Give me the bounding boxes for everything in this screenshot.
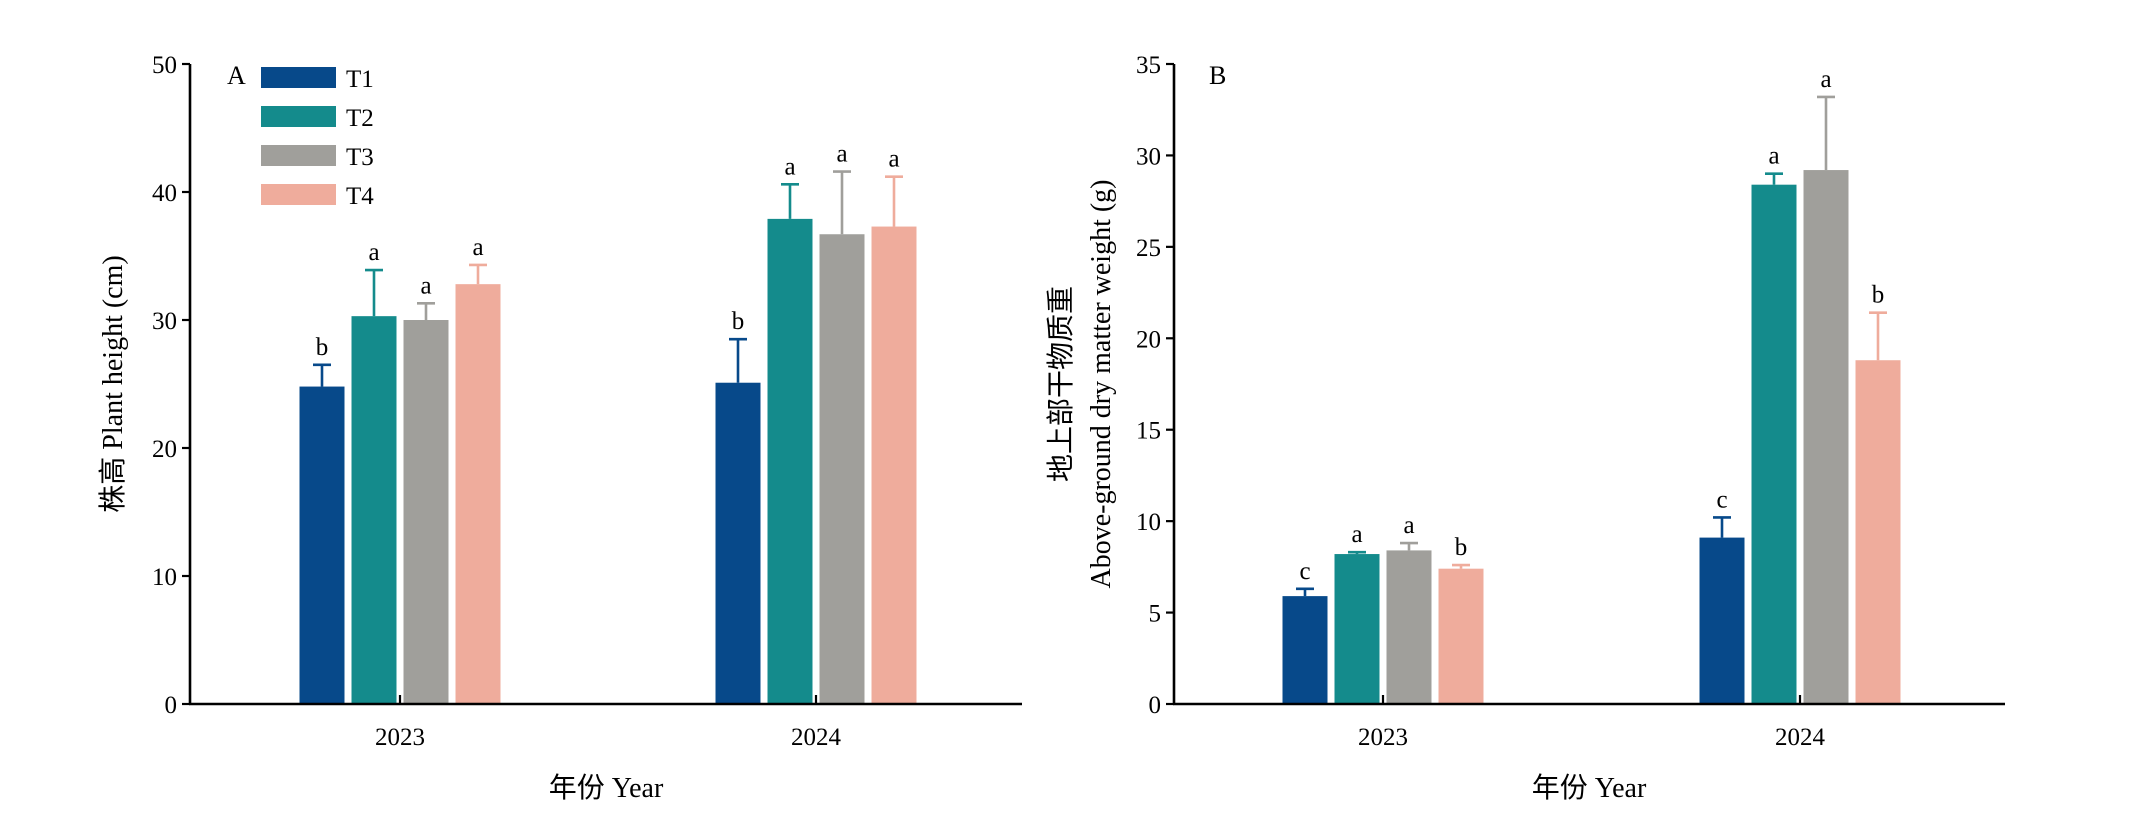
panel-b-y-tick-label: 20 [1136, 326, 1161, 353]
panel-b-significance-letters: c c a a a a b b [1299, 66, 1884, 585]
panel-a-y-axis-title: 株高 Plant height (cm) [97, 255, 129, 512]
panel-a-bar-t1-2024 [715, 382, 761, 704]
legend-label-t4: T4 [346, 183, 374, 210]
panel-b-significance-letter-t2-2024: a [1768, 143, 1779, 170]
panel-a-significance-letter-t1-2024: b [732, 308, 745, 335]
panel-a-bar-t3-2024 [819, 234, 865, 705]
panel-a-bar-t2-2023 [351, 316, 397, 704]
panel-a-significance-letter-t3-2023: a [420, 272, 431, 299]
legend-swatch-t3 [261, 145, 336, 166]
panel-a-bar-t3-2023 [403, 320, 449, 704]
panel-a-significance-letter-t2-2023: a [368, 239, 379, 266]
panel-a-bar-t4-2023 [455, 284, 501, 704]
panel-a-significance-letters: b b a a a a a a [316, 141, 900, 361]
panel-b-bar-t4-2023 [1438, 568, 1484, 704]
panel-b-significance-letter-t4-2024: b [1872, 282, 1885, 309]
panel-a-x-tick-label: 2023 [375, 724, 425, 751]
panel-b-bar-t3-2023 [1386, 550, 1432, 704]
panel-a-x-tick-label: 2024 [791, 724, 842, 751]
panel-b-bar-t2-2024 [1751, 184, 1797, 704]
panel-a-y-tick-label: 10 [152, 564, 177, 591]
panel-b-significance-letter-t3-2023: a [1403, 512, 1414, 539]
panel-a-y-tick-label: 20 [152, 436, 177, 463]
panel-a-x-axis-title: 年份 Year [549, 772, 664, 804]
panel-b-bar-t4-2024 [1855, 360, 1901, 704]
panel-b-y-tick-label: 25 [1136, 235, 1161, 262]
panel-a-y-ticks: 0 10 20 30 40 50 [152, 52, 190, 719]
panel-b-y-axis-title-line2: Above-ground dry matter weight (g) [1086, 180, 1117, 589]
panel-b-chart: c c a a a a b b 0 5 10 15 20 25 30 35 2023 2024 B 年份 Ye… [1045, 52, 2005, 804]
panel-a-significance-letter-t4-2024: a [888, 146, 899, 173]
panel-b-significance-letter-t1-2024: c [1716, 486, 1727, 513]
panel-b-y-tick-label: 30 [1136, 143, 1161, 170]
panel-a-label: A [227, 61, 246, 90]
panel-a-bar-t1-2023 [299, 386, 345, 704]
panel-b-x-tick-label: 2024 [1775, 724, 1826, 751]
legend-swatch-t2 [261, 106, 336, 127]
panel-b-y-ticks: 0 5 10 15 20 25 30 35 [1136, 52, 1174, 719]
panel-b-bar-t2-2023 [1334, 554, 1380, 704]
legend: T1 T2 T3 T4 [261, 66, 374, 210]
panel-a-x-ticks: 2023 2024 [375, 695, 842, 751]
panel-b-y-tick-label: 10 [1136, 509, 1161, 536]
panel-b-y-tick-label: 35 [1136, 52, 1161, 79]
panel-a-bars [299, 170, 917, 705]
panel-b-significance-letter-t1-2023: c [1299, 558, 1310, 585]
panel-b-x-tick-label: 2023 [1358, 724, 1408, 751]
panel-b-bar-t3-2024 [1803, 170, 1849, 705]
panel-b-bar-t1-2024 [1699, 537, 1745, 704]
panel-b-bars [1282, 95, 1901, 705]
panel-b-bar-t1-2023 [1282, 596, 1328, 704]
panel-b-significance-letter-t3-2024: a [1820, 66, 1831, 93]
legend-label-t1: T1 [346, 66, 374, 93]
legend-swatch-t4 [261, 184, 336, 205]
panel-b-x-axis-title: 年份 Year [1532, 772, 1647, 804]
panel-a-y-tick-label: 30 [152, 308, 177, 335]
panel-a-bar-t4-2024 [871, 226, 917, 704]
panel-a-significance-letter-t1-2023: b [316, 334, 329, 361]
panel-b-significance-letter-t2-2023: a [1351, 521, 1362, 548]
panel-a-bar-t2-2024 [767, 218, 813, 704]
panel-b-x-ticks: 2023 2024 [1358, 695, 1826, 751]
panel-a-y-tick-label: 50 [152, 52, 177, 79]
panel-a-significance-letter-t4-2023: a [472, 234, 483, 261]
panel-b-y-axis-title-line1: 地上部干物质重 [1045, 286, 1077, 482]
legend-label-t3: T3 [346, 144, 374, 171]
panel-b-y-tick-label: 5 [1149, 601, 1162, 628]
panel-a-y-tick-label: 0 [165, 692, 178, 719]
panel-b-label: B [1209, 61, 1226, 90]
panel-b-y-tick-label: 0 [1149, 692, 1162, 719]
panel-a-y-tick-label: 40 [152, 180, 177, 207]
panel-a-significance-letter-t3-2024: a [836, 141, 847, 168]
legend-label-t2: T2 [346, 105, 374, 132]
panel-b-y-tick-label: 15 [1136, 418, 1161, 445]
legend-swatch-t1 [261, 67, 336, 88]
panel-a-significance-letter-t2-2024: a [784, 153, 795, 180]
panel-b-significance-letter-t4-2023: b [1455, 534, 1468, 561]
